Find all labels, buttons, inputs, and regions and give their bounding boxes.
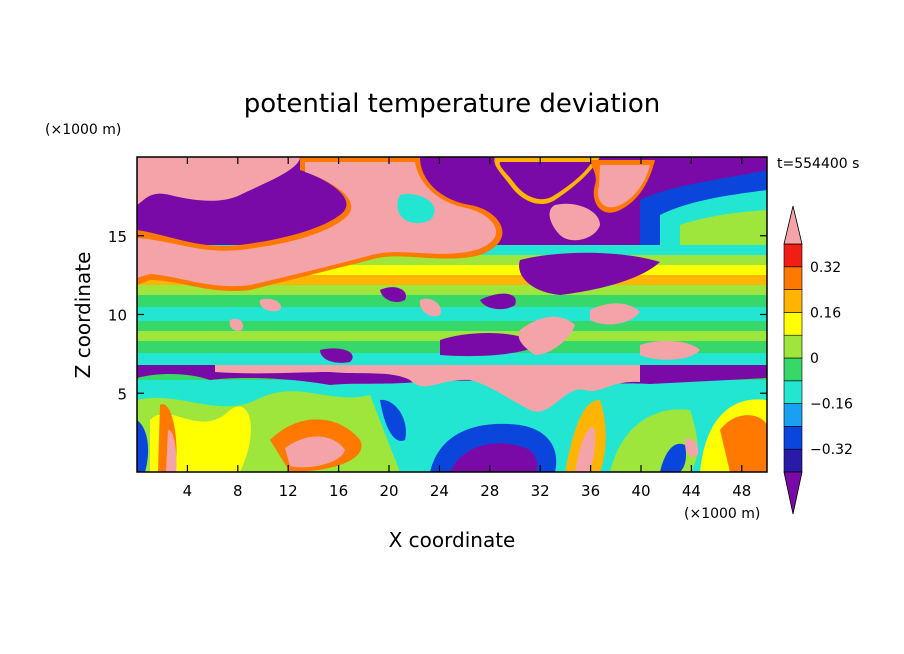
colorbar-segment (783, 426, 803, 450)
x-tick-label: 40 (631, 482, 650, 500)
y-axis-label: Z coordinate (71, 252, 95, 379)
colorbar-tick-label: −0.16 (810, 397, 853, 413)
x-tick-label: 32 (531, 482, 550, 500)
x-axis-label: X coordinate (389, 528, 516, 552)
x-tick-label: 44 (682, 482, 701, 500)
y-ticks: 5 10 15 (108, 228, 767, 403)
y-tick-label: 10 (108, 307, 127, 325)
y-tick-label: 15 (108, 228, 127, 246)
x-tick-label: 8 (233, 482, 243, 500)
x-tick-label: 20 (379, 482, 398, 500)
colorbar: 0.32 0.16 0 −0.16 −0.32 (783, 205, 853, 515)
x-tick-label: 12 (279, 482, 298, 500)
colorbar-segment (783, 403, 803, 427)
colorbar-segment (783, 448, 803, 473)
x-tick-label: 28 (480, 482, 499, 500)
colorbar-tick-label: −0.32 (810, 442, 853, 458)
colorbar-segment (783, 312, 803, 336)
x-tick-label: 16 (329, 482, 348, 500)
colorbar-segment (783, 357, 803, 382)
chart-title: potential temperature deviation (244, 89, 660, 119)
x-ticks: 4 8 12 16 20 24 28 32 36 40 44 48 (183, 157, 751, 500)
time-label: t=554400 s (777, 156, 859, 172)
x-tick-label: 24 (430, 482, 449, 500)
x-tick-label: 4 (183, 482, 193, 500)
colorbar-tick-label: 0 (810, 351, 819, 367)
x-tick-label: 36 (581, 482, 600, 500)
colorbar-extend-top (783, 205, 803, 245)
colorbar-segment (783, 266, 803, 290)
y-tick-label: 5 (117, 385, 127, 403)
contour-field (137, 157, 767, 472)
colorbar-segment (783, 289, 803, 313)
y-unit-label: (×1000 m) (45, 122, 121, 138)
colorbar-tick-label: 0.16 (810, 305, 841, 321)
x-unit-label: (×1000 m) (684, 506, 760, 522)
colorbar-segment (783, 243, 803, 268)
colorbar-segment (783, 334, 803, 359)
colorbar-tick-label: 0.32 (810, 260, 841, 276)
colorbar-extend-bottom (783, 471, 803, 515)
x-tick-label: 48 (732, 482, 751, 500)
colorbar-segment (783, 380, 803, 404)
